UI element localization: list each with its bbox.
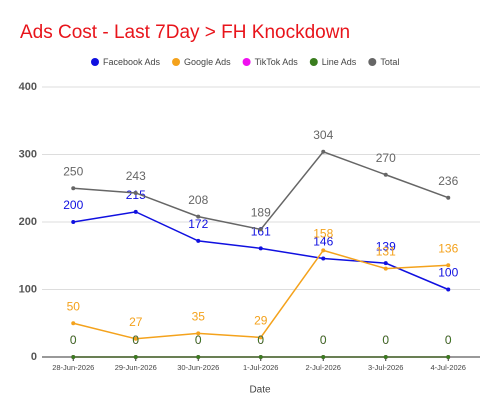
data-label: 215	[126, 188, 146, 202]
data-point	[71, 220, 76, 224]
data-point	[133, 190, 138, 195]
data-label: 208	[188, 193, 208, 207]
data-label: 304	[313, 128, 333, 142]
legend-label: Line Ads	[322, 57, 357, 67]
data-point	[446, 195, 451, 200]
data-label: 100	[438, 266, 458, 280]
data-label: 0	[445, 333, 452, 347]
data-label: 0	[320, 333, 327, 347]
data-label: 0	[445, 333, 452, 347]
data-label: 0	[382, 333, 389, 347]
y-tick-label: 100	[19, 283, 37, 295]
legend-swatch	[309, 58, 318, 66]
data-point	[446, 355, 451, 359]
legend-label: Google Ads	[184, 57, 231, 67]
legend-swatch	[368, 58, 377, 66]
legend-swatch	[242, 58, 251, 66]
data-point	[133, 355, 138, 359]
y-tick-label: 200	[19, 216, 37, 228]
data-point	[321, 256, 326, 261]
data-point	[321, 355, 326, 359]
data-point	[71, 321, 76, 326]
data-label: 200	[63, 198, 83, 212]
data-label: 136	[438, 241, 458, 255]
legend-swatch	[91, 58, 99, 66]
data-label: 236	[438, 174, 458, 188]
x-tick-label: 28-Jun-2026	[52, 363, 94, 372]
legend-swatch	[172, 58, 181, 66]
data-label: 0	[257, 333, 264, 347]
chart-title: Ads Cost - Last 7Day > FH Knockdown	[20, 22, 350, 43]
data-label: 29	[254, 314, 268, 328]
data-point	[446, 287, 451, 292]
data-label: 0	[132, 333, 139, 347]
data-point	[258, 355, 263, 359]
data-point	[133, 209, 138, 214]
x-tick-label: 4-Jul-2026	[431, 363, 466, 372]
data-label: 35	[192, 310, 206, 324]
data-point	[71, 186, 76, 191]
data-label: 0	[70, 333, 77, 347]
data-label: 0	[320, 333, 327, 347]
data-point	[196, 331, 201, 336]
legend-label: TikTok Ads	[255, 57, 299, 67]
data-label: 50	[67, 299, 81, 313]
data-point	[196, 238, 201, 243]
data-label: 158	[313, 227, 333, 241]
data-label: 27	[129, 315, 143, 329]
data-point	[71, 355, 76, 359]
data-label: 146	[313, 235, 333, 249]
data-point	[196, 355, 201, 359]
data-point	[258, 335, 263, 340]
y-tick-label: 300	[19, 148, 37, 160]
data-point	[383, 355, 388, 359]
data-label: 243	[126, 169, 146, 183]
data-label: 0	[257, 333, 264, 347]
data-point	[196, 214, 201, 219]
data-label: 0	[195, 333, 202, 347]
data-label: 250	[63, 164, 83, 178]
y-tick-label: 0	[31, 351, 37, 363]
data-label: 270	[376, 151, 396, 165]
y-tick-label: 400	[19, 81, 37, 93]
legend-label: Total	[380, 57, 399, 67]
data-point	[258, 246, 263, 251]
data-label: 189	[251, 206, 271, 220]
data-label: 0	[132, 333, 139, 347]
x-tick-label: 29-Jun-2026	[115, 363, 157, 372]
legend-label: Facebook Ads	[103, 57, 161, 67]
data-point	[446, 263, 451, 268]
data-label: 131	[376, 245, 396, 259]
data-label: 0	[70, 333, 77, 347]
data-point	[133, 336, 138, 341]
x-tick-label: 1-Jul-2026	[243, 363, 278, 372]
x-tick-label: 3-Jul-2026	[368, 363, 403, 372]
data-label: 0	[195, 333, 202, 347]
data-point	[258, 227, 263, 232]
x-tick-label: 30-Jun-2026	[177, 363, 219, 372]
data-point	[383, 172, 388, 177]
data-point	[321, 248, 326, 253]
data-label: 0	[382, 333, 389, 347]
data-point	[383, 266, 388, 271]
data-label: 161	[251, 224, 271, 238]
x-tick-label: 2-Jul-2026	[306, 363, 341, 372]
data-point	[321, 149, 326, 154]
x-axis-label: Date	[249, 385, 271, 396]
data-label: 172	[188, 217, 208, 231]
data-label: 139	[376, 239, 396, 253]
data-point	[383, 261, 388, 266]
